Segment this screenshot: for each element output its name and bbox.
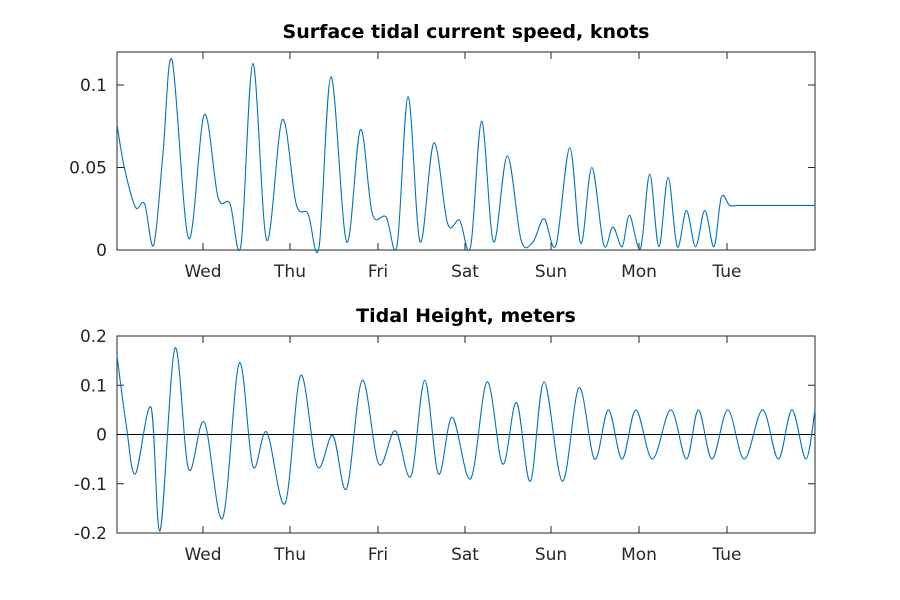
x-tick-label: Thu: [273, 545, 306, 565]
x-tick-label: Sat: [451, 545, 479, 565]
current-speed-chart: Surface tidal current speed, knots 0 0.05…: [69, 21, 816, 282]
x-tick-label: Sat: [451, 262, 479, 282]
x-tick-label: Wed: [184, 545, 221, 565]
y-tick-label: 0.2: [80, 327, 107, 347]
y-tick-label: 0: [96, 426, 107, 446]
y-tick-label: -0.2: [74, 524, 107, 544]
x-tick-label: Wed: [184, 262, 221, 282]
y-tick-label: 0.1: [80, 76, 107, 96]
x-tick-label: Sun: [535, 262, 567, 282]
x-tick-label: Thu: [273, 262, 306, 282]
tidal-height-chart: Tidal Height, meters -0.2 -0.1 0 0.1 0.2 Wed T…: [74, 305, 816, 565]
y-tick-label: -0.1: [74, 475, 107, 495]
y-tick-label: 0: [96, 241, 107, 261]
x-tick-label: Mon: [621, 262, 657, 282]
y-tick-label: 0.05: [69, 159, 107, 179]
x-tick-label: Sun: [535, 545, 567, 565]
x-tick-label: Tue: [711, 545, 741, 565]
series-line: [116, 58, 815, 254]
x-tick-label: Tue: [711, 262, 741, 282]
x-tick-label: Fri: [368, 545, 388, 565]
x-tick-label: Fri: [368, 262, 388, 282]
chart-title: Tidal Height, meters: [356, 305, 576, 327]
y-tick-label: 0.1: [80, 376, 107, 396]
plot-area: [116, 51, 816, 251]
series-line: [116, 347, 816, 532]
chart-title: Surface tidal current speed, knots: [283, 21, 650, 43]
x-tick-label: Mon: [621, 545, 657, 565]
